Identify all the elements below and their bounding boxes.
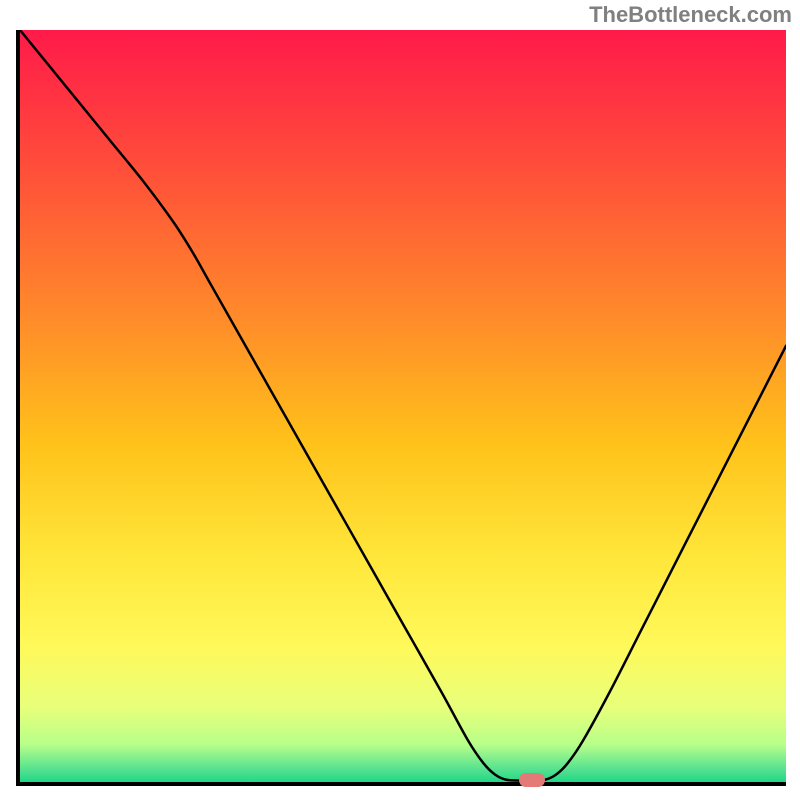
watermark-text: TheBottleneck.com [589,2,792,28]
chart-svg [16,30,786,786]
optimal-point-marker [519,773,545,787]
chart-container: { "watermark": "TheBottleneck.com", "cha… [0,0,800,800]
plot-area [16,30,786,786]
gradient-background [20,30,786,782]
